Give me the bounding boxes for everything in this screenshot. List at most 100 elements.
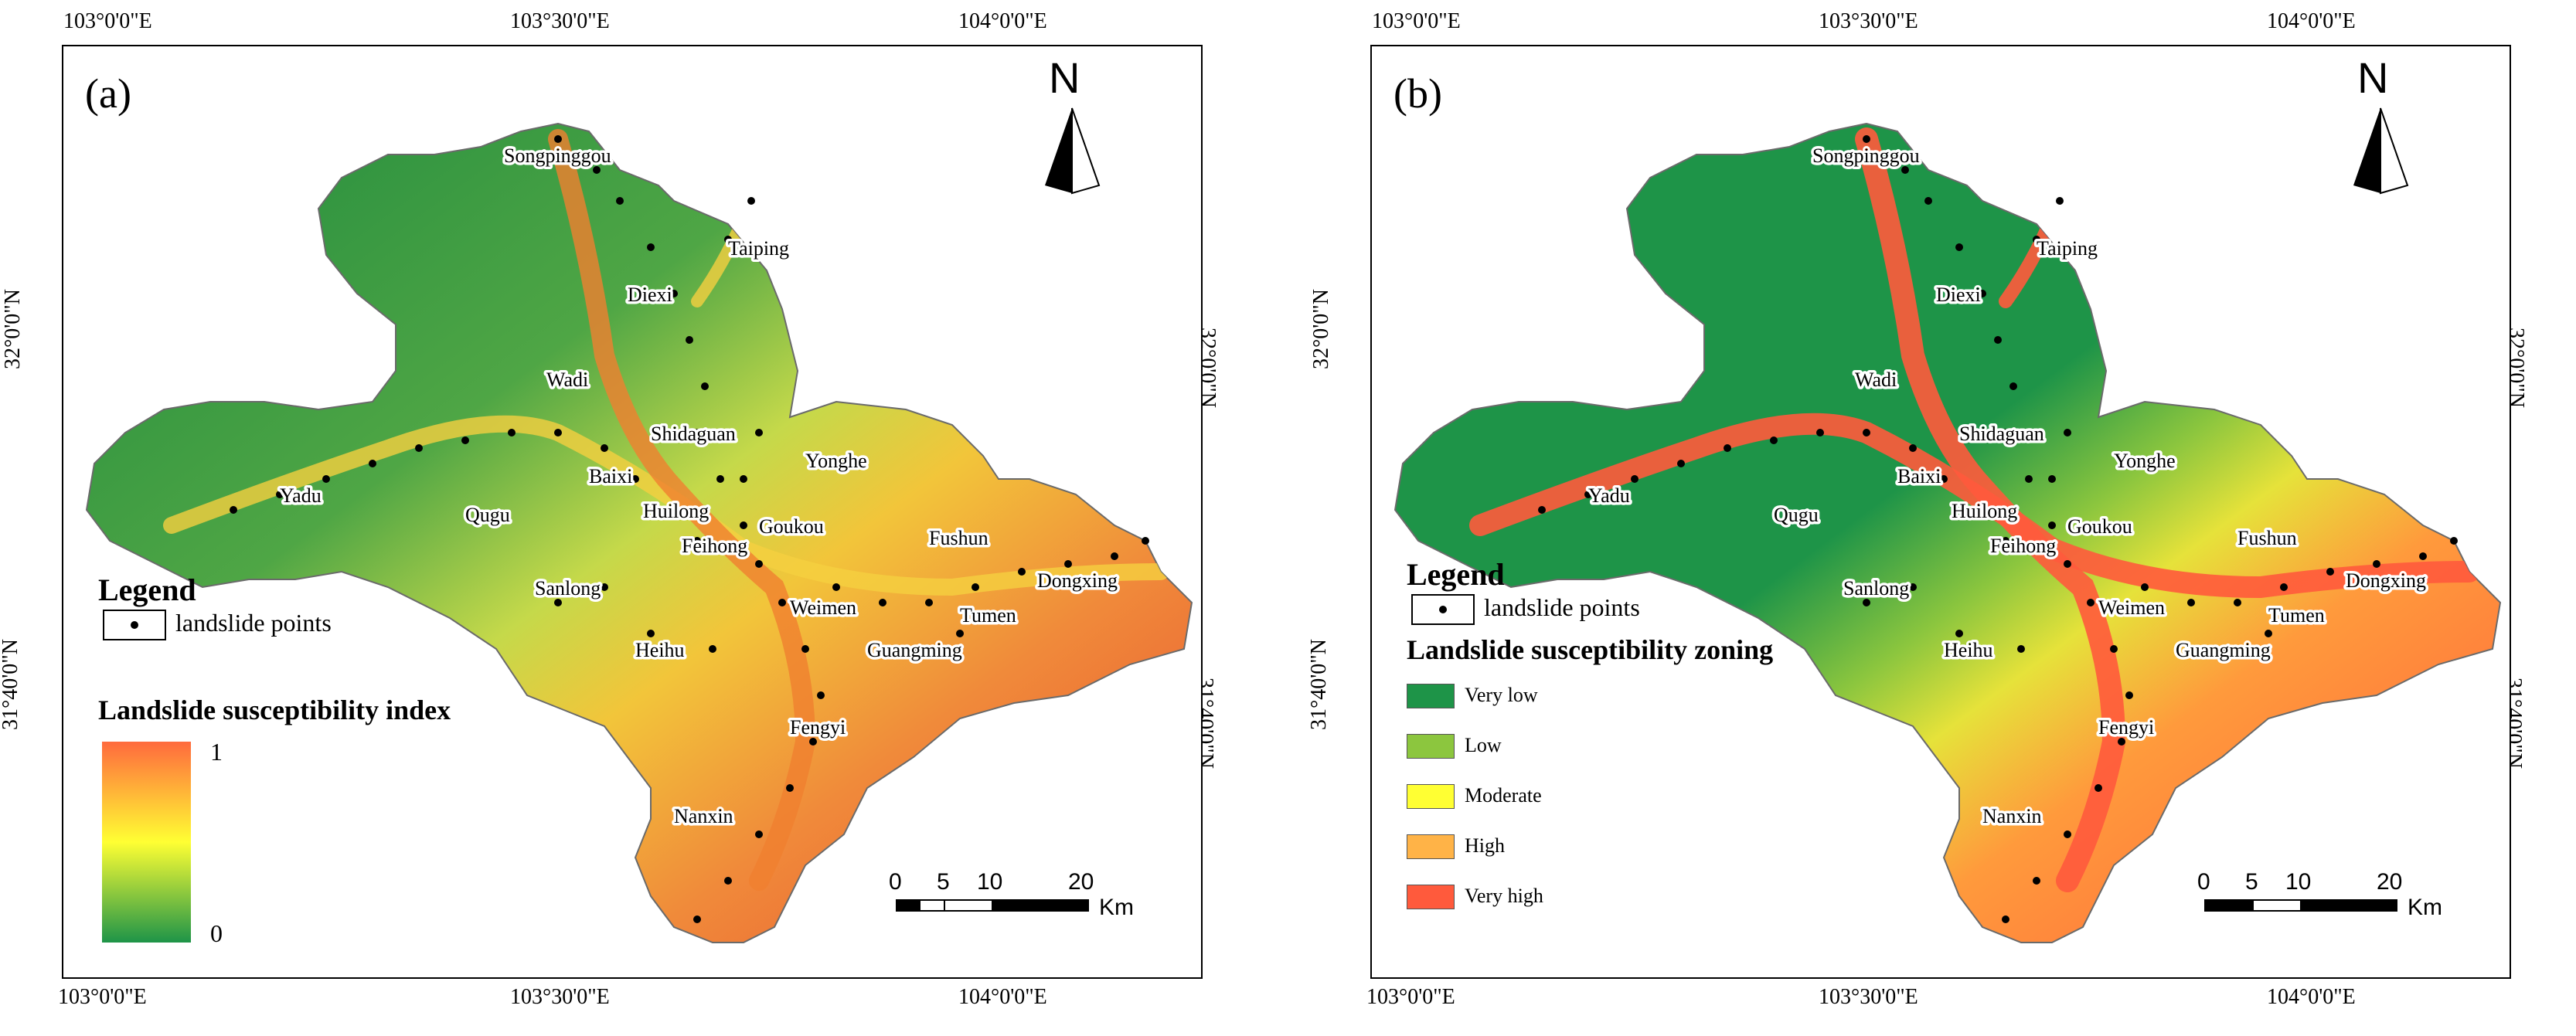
landslide-point-symbol	[1411, 594, 1475, 625]
town-labels: Songpinggou Taiping Diexi Wadi Shidaguan…	[277, 142, 1121, 830]
bottom-lon-label: 103°30'0"E	[1819, 985, 1918, 1009]
scale-unit: Km	[1099, 895, 1134, 920]
class-label: Very low	[1465, 684, 1538, 706]
town-label: Shidaguan	[1959, 423, 2044, 445]
ramp-max-label: 1	[210, 738, 223, 766]
town-labels: Songpinggou Taiping Diexi Wadi Shidaguan…	[1586, 142, 2429, 830]
left-lat-label: 31°40'0"N	[0, 639, 22, 730]
town-label: Nanxin	[1982, 805, 2042, 827]
town-label: Wadi	[1855, 369, 1897, 391]
north-label: N	[1049, 53, 1080, 102]
town-label: Tumen	[960, 604, 1016, 627]
class-label: Very high	[1465, 885, 1543, 907]
town-label: Qugu	[1774, 504, 1819, 526]
panel-letter: (b)	[1393, 70, 1442, 117]
town-label: Nanxin	[674, 805, 733, 827]
town-label: Guangming	[2176, 639, 2271, 661]
scale-tick: 5	[937, 869, 950, 895]
town-label: Yadu	[280, 484, 322, 507]
map-frame: Songpinggou Taiping Diexi Wadi Shidaguan…	[62, 45, 1203, 979]
north-arrow-icon	[1045, 107, 1101, 195]
scale-tick: 10	[977, 869, 1003, 895]
left-lat-label: 32°0'0"N	[0, 289, 25, 369]
legend-points-label: landslide points	[1484, 593, 1640, 621]
map-panel-b: 103°0'0"E 103°30'0"E 104°0'0"E 103°0'0"E…	[1306, 0, 2576, 1036]
scale-tick: 5	[2245, 869, 2258, 895]
swatch-moderate	[1407, 784, 1455, 809]
legend-title: Legend	[98, 572, 196, 607]
town-label: Yadu	[1588, 484, 1630, 507]
town-label: Huilong	[1952, 500, 2017, 522]
swatch-high	[1407, 834, 1455, 859]
susceptibility-ramp	[102, 742, 191, 943]
scale-tick: 0	[2197, 869, 2210, 895]
town-label: Feihong	[1990, 535, 2056, 557]
town-label: Diexi	[628, 284, 672, 306]
town-label: Fushun	[2237, 527, 2297, 549]
left-lat-label: 31°40'0"N	[1306, 639, 1331, 730]
legend-title: Legend	[1407, 557, 1505, 592]
scale-bar	[896, 899, 1089, 912]
legend-subtitle: Landslide susceptibility zoning	[1407, 634, 1774, 665]
scale-unit: Km	[2408, 895, 2442, 920]
bottom-lon-label: 104°0'0"E	[958, 985, 1047, 1009]
north-label: N	[2357, 53, 2389, 102]
town-label: Fushun	[929, 527, 989, 549]
town-label: Feihong	[682, 535, 747, 557]
north-arrow-icon	[2353, 107, 2409, 195]
swatch-very-low	[1407, 684, 1455, 708]
town-label: Songpinggou	[1812, 144, 1920, 167]
town-label: Taiping	[2037, 237, 2098, 260]
map-canvas: Songpinggou Taiping Diexi Wadi Shidaguan…	[1393, 107, 2502, 943]
swatch-low	[1407, 734, 1455, 759]
class-label: Moderate	[1465, 784, 1542, 807]
town-label: Qugu	[465, 504, 510, 526]
town-label: Wadi	[546, 369, 588, 391]
class-label: Low	[1465, 734, 1502, 756]
town-label: Heihu	[635, 639, 685, 661]
top-lon-label: 104°0'0"E	[2267, 9, 2356, 33]
town-label: Weimen	[790, 596, 856, 619]
town-label: Heihu	[1944, 639, 1993, 661]
town-label: Tumen	[2268, 604, 2325, 627]
legend-subtitle: Landslide susceptibility index	[98, 695, 451, 725]
scale-tick: 20	[1068, 869, 1094, 895]
class-label: High	[1465, 834, 1505, 857]
town-label: Fengyi	[2098, 716, 2154, 739]
top-lon-label: 104°0'0"E	[958, 9, 1047, 33]
map-frame: Songpinggou Taiping Diexi Wadi Shidaguan…	[1370, 45, 2511, 979]
town-label: Yonghe	[805, 450, 867, 472]
landslide-point-dots	[1538, 135, 2458, 923]
scale-tick: 0	[889, 869, 902, 895]
town-label: Yonghe	[2114, 450, 2176, 472]
scale-tick: 10	[2285, 869, 2312, 895]
town-label: Sanlong	[1843, 577, 1909, 600]
town-label: Songpinggou	[504, 144, 611, 167]
town-label: Baixi	[589, 465, 632, 487]
scale-bar	[2204, 899, 2397, 912]
ramp-min-label: 0	[210, 919, 223, 947]
map-panel-a: 103°0'0"E 103°30'0"E 104°0'0"E 103°0'0"E…	[0, 0, 1268, 1036]
top-lon-label: 103°0'0"E	[1372, 9, 1461, 33]
bottom-lon-label: 103°0'0"E	[58, 985, 147, 1009]
town-label: Goukou	[2067, 515, 2132, 538]
town-label: Huilong	[643, 500, 709, 522]
study-area-boundary	[1393, 122, 2502, 943]
town-label: Goukou	[759, 515, 824, 538]
scale-tick: 20	[2377, 869, 2403, 895]
town-label: Dongxing	[2346, 569, 2426, 592]
study-area-boundary	[85, 122, 1193, 943]
town-label: Diexi	[1936, 284, 1981, 306]
town-label: Dongxing	[1037, 569, 1118, 592]
bottom-lon-label: 103°30'0"E	[510, 985, 610, 1009]
town-label: Taiping	[728, 237, 789, 260]
top-lon-label: 103°30'0"E	[1819, 9, 1918, 33]
left-lat-label: 32°0'0"N	[1308, 289, 1333, 369]
landslide-point-symbol	[103, 610, 166, 640]
swatch-very-high	[1407, 885, 1455, 909]
panel-letter: (a)	[85, 70, 131, 117]
bottom-lon-label: 103°0'0"E	[1366, 985, 1455, 1009]
bottom-lon-label: 104°0'0"E	[2267, 985, 2356, 1009]
town-label: Shidaguan	[651, 423, 736, 445]
town-label: Guangming	[867, 639, 962, 661]
